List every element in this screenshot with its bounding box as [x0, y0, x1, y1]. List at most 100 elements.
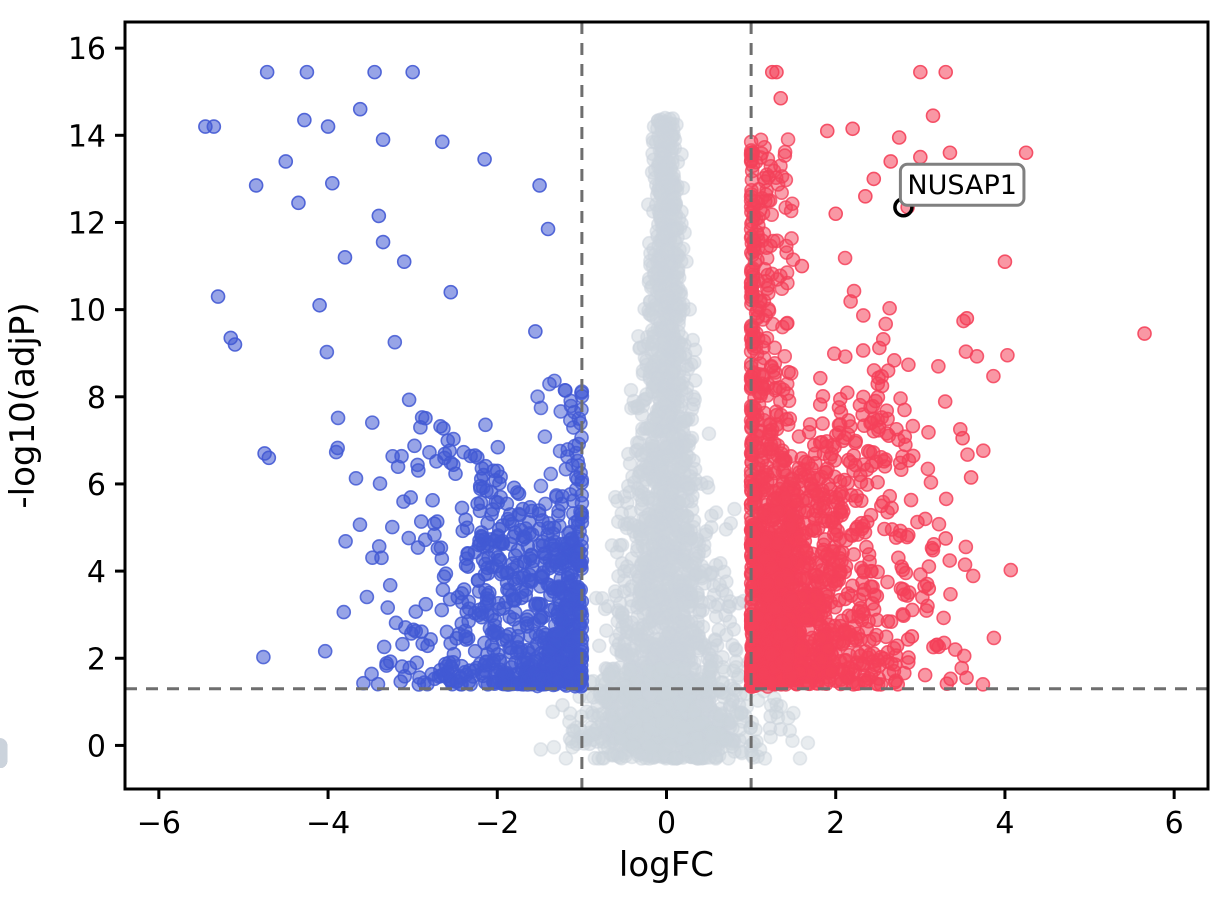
- data-point-downregulated: [467, 544, 483, 560]
- data-point-upregulated: [872, 657, 887, 673]
- data-point-nonsignificant: [662, 386, 677, 402]
- data-point-nonsignificant: [658, 293, 674, 309]
- data-point-downregulated: [409, 655, 425, 671]
- data-point-downregulated: [537, 556, 552, 571]
- data-point-upregulated: [843, 419, 858, 434]
- data-point-upregulated: [806, 437, 822, 453]
- data-point-downregulated: [405, 64, 420, 80]
- data-point-downregulated: [550, 610, 566, 626]
- data-point-nonsignificant: [668, 750, 684, 766]
- data-point-downregulated: [435, 582, 451, 598]
- data-point-downregulated: [552, 443, 568, 459]
- data-point-downregulated: [572, 605, 588, 621]
- data-point-upregulated: [878, 629, 894, 645]
- data-point-downregulated: [441, 655, 457, 670]
- data-point-downregulated: [456, 444, 471, 460]
- data-point-upregulated: [895, 562, 911, 578]
- data-point-downregulated: [324, 175, 340, 191]
- data-point-downregulated: [528, 597, 543, 613]
- data-point-nonsignificant: [672, 349, 688, 364]
- data-point-nonsignificant: [645, 491, 661, 507]
- data-point-downregulated: [337, 250, 353, 265]
- data-point-downregulated: [376, 639, 392, 655]
- data-point-downregulated: [401, 392, 417, 408]
- data-point-upregulated: [818, 465, 833, 480]
- data-point-downregulated: [532, 178, 547, 193]
- data-point-nonsignificant: [691, 716, 707, 732]
- data-point-downregulated: [506, 611, 522, 627]
- data-point-nonsignificant: [656, 269, 672, 285]
- data-point-nonsignificant: [718, 521, 734, 537]
- data-point-nonsignificant: [655, 323, 670, 338]
- data-point-downregulated: [338, 533, 353, 549]
- data-point-nonsignificant: [727, 501, 742, 517]
- data-point-nonsignificant: [587, 723, 602, 739]
- data-point-upregulated: [986, 368, 1001, 384]
- data-point-downregulated: [511, 486, 527, 502]
- data-point-downregulated: [489, 463, 505, 479]
- data-point-downregulated: [543, 580, 558, 596]
- data-point-downregulated: [429, 454, 444, 469]
- data-point-nonsignificant: [659, 714, 674, 730]
- data-point-downregulated: [416, 675, 432, 690]
- data-point-upregulated: [931, 359, 946, 374]
- data-point-downregulated: [538, 496, 553, 512]
- data-point-nonsignificant: [624, 579, 640, 594]
- data-point-nonsignificant: [786, 705, 801, 721]
- data-point-upregulated: [849, 488, 865, 504]
- data-point-downregulated: [455, 523, 471, 539]
- data-point-downregulated: [472, 503, 488, 519]
- data-point-downregulated: [299, 64, 315, 80]
- data-point-upregulated: [855, 407, 870, 423]
- data-point-downregulated: [410, 463, 426, 478]
- data-point-upregulated: [893, 462, 909, 478]
- data-point-upregulated: [891, 550, 906, 566]
- data-point-upregulated: [975, 443, 991, 458]
- data-point-nonsignificant: [591, 638, 607, 654]
- data-point-nonsignificant: [708, 505, 724, 520]
- data-point-downregulated: [375, 234, 391, 250]
- data-point-downregulated: [414, 410, 430, 425]
- data-point-nonsignificant: [656, 133, 672, 148]
- data-point-nonsignificant: [676, 493, 691, 508]
- data-point-downregulated: [387, 334, 403, 350]
- data-point-upregulated: [938, 491, 954, 507]
- data-point-upregulated: [903, 492, 919, 508]
- data-point-nonsignificant: [629, 724, 645, 740]
- data-point-nonsignificant: [600, 739, 616, 755]
- data-point-upregulated: [943, 586, 958, 602]
- data-point-nonsignificant: [686, 629, 702, 644]
- data-point-upregulated: [843, 294, 858, 309]
- data-point-nonsignificant: [626, 517, 642, 533]
- data-point-upregulated: [837, 349, 853, 364]
- data-point-nonsignificant: [612, 719, 628, 735]
- data-point-upregulated: [936, 635, 952, 651]
- data-point-nonsignificant: [792, 751, 808, 766]
- data-point-upregulated: [827, 453, 843, 468]
- data-point-nonsignificant: [660, 625, 676, 641]
- data-point-nonsignificant: [694, 569, 709, 584]
- data-point-upregulated: [796, 570, 812, 586]
- data-point-downregulated: [312, 297, 327, 313]
- data-point-nonsignificant: [687, 555, 703, 571]
- data-point-nonsignificant: [768, 704, 784, 720]
- data-point-nonsignificant: [564, 734, 580, 749]
- data-point-downregulated: [371, 208, 387, 224]
- data-point-nonsignificant: [0, 752, 8, 767]
- data-point-upregulated: [920, 461, 936, 477]
- data-point-downregulated: [563, 413, 578, 428]
- data-point-downregulated: [297, 112, 312, 128]
- data-point-upregulated: [855, 343, 871, 358]
- data-point-downregulated: [319, 344, 335, 360]
- data-point-downregulated: [537, 429, 553, 444]
- data-point-upregulated: [877, 459, 893, 474]
- data-point-downregulated: [210, 289, 226, 304]
- data-point-upregulated: [864, 563, 879, 579]
- data-point-downregulated: [530, 678, 545, 694]
- data-point-downregulated: [384, 519, 400, 535]
- data-point-downregulated: [454, 500, 470, 516]
- data-point-nonsignificant: [709, 749, 724, 765]
- data-point-upregulated: [895, 582, 911, 597]
- data-point-downregulated: [461, 594, 476, 610]
